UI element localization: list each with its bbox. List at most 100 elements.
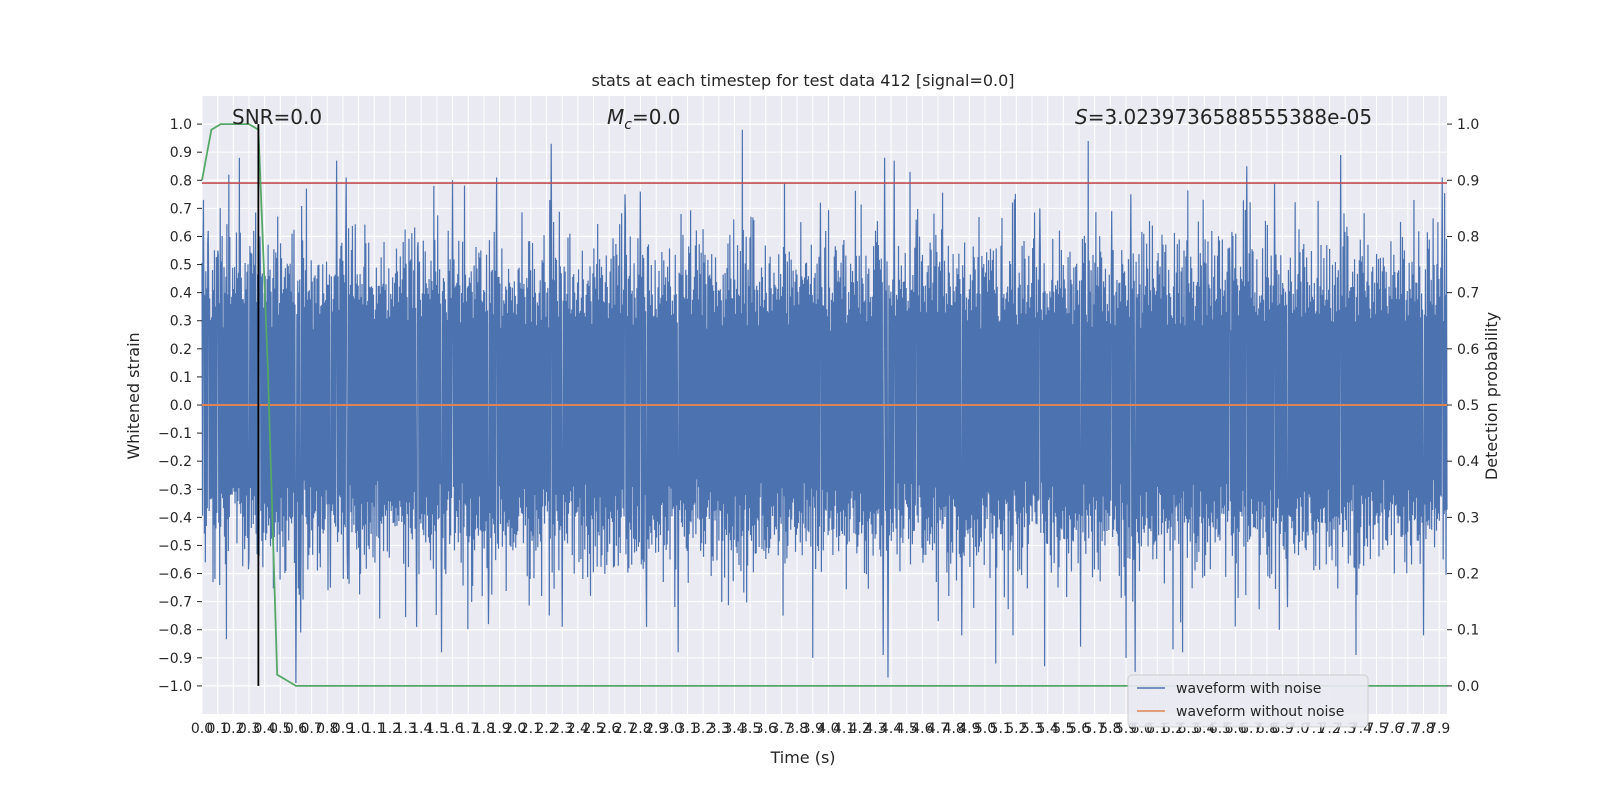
x-tick-label: 5.2 bbox=[1005, 721, 1027, 737]
x-tick-label: 0.0 bbox=[191, 721, 213, 737]
x-tick-label: 2.1 bbox=[520, 721, 542, 737]
legend-box bbox=[1127, 674, 1369, 728]
y-tick-label: −0.6 bbox=[158, 567, 192, 583]
x-tick-label: 3.5 bbox=[739, 721, 761, 737]
y-tick-label: −0.5 bbox=[158, 538, 192, 554]
s-symbol: S bbox=[1075, 105, 1088, 129]
x-tick-label: 0.2 bbox=[222, 721, 244, 737]
x-tick-label: 4.7 bbox=[927, 721, 949, 737]
x-tick-label: 5.1 bbox=[990, 721, 1012, 737]
x-tick-label: 1.7 bbox=[457, 721, 479, 737]
x-tick-label: 2.7 bbox=[614, 721, 636, 737]
x-tick-label: 3.8 bbox=[786, 721, 808, 737]
x-tick-label: 2.0 bbox=[504, 721, 526, 737]
y-tick-label: −0.2 bbox=[158, 454, 192, 470]
y-tick-label: 0.5 bbox=[170, 258, 192, 274]
legend-label-noise: waveform with noise bbox=[1176, 681, 1321, 697]
x-tick-label: 5.5 bbox=[1052, 721, 1074, 737]
detection-probability-line bbox=[201, 123, 1447, 687]
x-tick-label: 5.6 bbox=[1068, 721, 1090, 737]
x-tick-label: 7.9 bbox=[1428, 721, 1450, 737]
x-tick-label: 2.8 bbox=[629, 721, 651, 737]
x-tick-label: 4.0 bbox=[817, 721, 839, 737]
y-tick-label: −0.1 bbox=[158, 426, 192, 442]
x-tick-label: 1.1 bbox=[363, 721, 385, 737]
x-tick-label: 3.6 bbox=[755, 721, 777, 737]
x-tick-label: 4.9 bbox=[958, 721, 980, 737]
x-tick-label: 1.8 bbox=[473, 721, 495, 737]
x-tick-label: 2.9 bbox=[645, 721, 667, 737]
x-tick-label: 7.7 bbox=[1397, 721, 1419, 737]
x-tick-label: 5.0 bbox=[974, 721, 996, 737]
y-axis-label: Whitened strain bbox=[124, 332, 143, 459]
x-tick-label: 5.8 bbox=[1099, 721, 1121, 737]
x-tick-label: 1.4 bbox=[410, 721, 432, 737]
x-tick-label: 4.6 bbox=[911, 721, 933, 737]
x-tick-label: 4.8 bbox=[943, 721, 965, 737]
y2-tick-label: 0.7 bbox=[1457, 286, 1479, 302]
x-tick-label: 5.7 bbox=[1084, 721, 1106, 737]
s-annotation: S=3.0239736588555388e-05 bbox=[1075, 105, 1372, 129]
mc-symbol: M bbox=[607, 105, 624, 129]
y2-axis-label: Detection probability bbox=[1482, 312, 1501, 480]
x-tick-label: 1.9 bbox=[488, 721, 510, 737]
x-tick-label: 1.0 bbox=[347, 721, 369, 737]
mc-annotation: Mc=0.0 bbox=[607, 105, 681, 133]
x-tick-label: 3.1 bbox=[676, 721, 698, 737]
y2-tick-label: 0.1 bbox=[1457, 623, 1479, 639]
x-tick-label: 0.8 bbox=[316, 721, 338, 737]
x-tick-label: 0.6 bbox=[285, 721, 307, 737]
x-tick-label: 0.1 bbox=[207, 721, 229, 737]
x-tick-label: 7.6 bbox=[1381, 721, 1403, 737]
y-tick-label: 0.7 bbox=[170, 201, 192, 217]
mc-value: =0.0 bbox=[632, 105, 681, 129]
y2-tick-label: 0.3 bbox=[1457, 510, 1479, 526]
x-tick-label: 3.9 bbox=[802, 721, 824, 737]
x-tick-label: 5.4 bbox=[1037, 721, 1059, 737]
y2-tick-label: 1.0 bbox=[1457, 117, 1479, 133]
y-tick-label: −0.9 bbox=[158, 651, 192, 667]
x-tick-label: 3.7 bbox=[770, 721, 792, 737]
chart-title: stats at each timestep for test data 412… bbox=[591, 71, 1014, 90]
y-tick-label: −0.3 bbox=[158, 482, 192, 498]
x-tick-label: 4.4 bbox=[880, 721, 902, 737]
x-tick-label: 2.3 bbox=[551, 721, 573, 737]
x-tick-label: 2.5 bbox=[582, 721, 604, 737]
x-tick-label: 0.4 bbox=[254, 721, 276, 737]
x-axis-label: Time (s) bbox=[769, 748, 835, 767]
x-tick-label: 3.0 bbox=[661, 721, 683, 737]
x-tick-label: 5.3 bbox=[1021, 721, 1043, 737]
y-tick-label: −1.0 bbox=[158, 679, 192, 695]
legend-label-clean: waveform without noise bbox=[1176, 704, 1344, 720]
x-tick-label: 4.1 bbox=[833, 721, 855, 737]
snr-annotation: SNR=0.0 bbox=[232, 105, 322, 129]
y-axis-left: 1.0 0.9 0.8 0.7 0.6 0.5 0.4 0.3 0.2 0.1 0.0 −0.1 −0.… bbox=[158, 117, 202, 695]
y2-tick-label: 0.4 bbox=[1457, 454, 1479, 470]
data-layer bbox=[201, 123, 1448, 687]
legend: waveform with noise waveform without noi… bbox=[1127, 674, 1369, 728]
y2-tick-label: 0.5 bbox=[1457, 398, 1479, 414]
x-tick-label: 3.2 bbox=[692, 721, 714, 737]
x-tick-label: 0.7 bbox=[300, 721, 322, 737]
y-tick-label: 0.2 bbox=[170, 342, 192, 358]
y-tick-label: −0.7 bbox=[158, 595, 192, 611]
x-tick-label: 0.9 bbox=[332, 721, 354, 737]
x-tick-label: 2.2 bbox=[535, 721, 557, 737]
y-tick-label: −0.4 bbox=[158, 510, 192, 526]
y2-tick-label: 0.6 bbox=[1457, 342, 1479, 358]
x-tick-label: 1.6 bbox=[441, 721, 463, 737]
mc-subscript: c bbox=[624, 117, 632, 133]
y-axis-right: 1.0 0.9 0.8 0.7 0.6 0.5 0.4 0.3 0.2 0.1 0.0 bbox=[1447, 117, 1479, 695]
s-value: =3.0239736588555388e-05 bbox=[1088, 105, 1372, 129]
x-tick-label: 3.4 bbox=[723, 721, 745, 737]
x-tick-label: 7.8 bbox=[1412, 721, 1434, 737]
x-tick-label: 7.5 bbox=[1365, 721, 1387, 737]
y2-tick-label: 0.0 bbox=[1457, 679, 1479, 695]
x-tick-label: 2.6 bbox=[598, 721, 620, 737]
x-tick-label: 4.3 bbox=[864, 721, 886, 737]
x-tick-label: 1.3 bbox=[394, 721, 416, 737]
y-tick-label: 0.1 bbox=[170, 370, 192, 386]
y-tick-label: 0.8 bbox=[170, 173, 192, 189]
y-tick-label: 1.0 bbox=[170, 117, 192, 133]
